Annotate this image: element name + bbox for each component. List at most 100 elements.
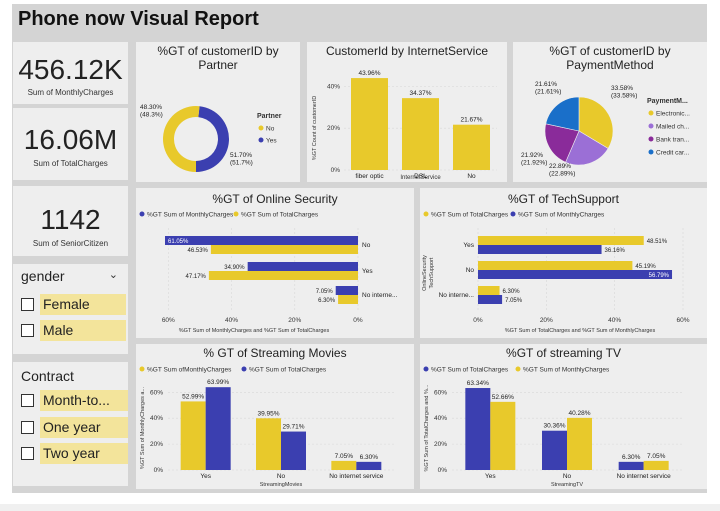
legend-item-0: %GT Sum of TotalCharges — [431, 367, 509, 374]
bar-0-2 — [618, 461, 644, 470]
bar-data-label: 7.05% — [647, 453, 666, 460]
kpi-label: Sum of SeniorCitizen — [32, 239, 109, 248]
y-tick-label: 40% — [327, 83, 340, 90]
slicer-option-male[interactable]: Male — [21, 320, 126, 341]
bar-data-label: 46.53% — [188, 248, 209, 254]
bottom-strip — [0, 504, 720, 511]
legend-item-no: No — [266, 126, 275, 133]
x-axis-title: %GT Sum of MonthlyCharges and %GT Sum of… — [179, 328, 330, 334]
legend-item-1-swatch — [241, 366, 247, 372]
partner-chart-card[interactable]: %GT of customerID by Partner 48.30% (48.3… — [136, 42, 300, 182]
y-tick-label: 60% — [434, 389, 447, 396]
bar-total-2 — [478, 286, 500, 295]
payment-chart-card[interactable]: %GT of customerID by PaymentMethod 33.58… — [513, 42, 707, 182]
slicer-title: gender — [21, 268, 65, 284]
chevron-down-icon[interactable]: ⌄ — [108, 269, 118, 281]
techsupport-chart-card[interactable]: %GT of TechSupport %GT Sum of TotalCharg… — [420, 188, 707, 338]
checkbox[interactable] — [21, 447, 34, 460]
bar-data-label: 45.19% — [635, 264, 656, 270]
techsupport-bar-chart: %GT Sum of TotalCharges %GT Sum of Monthl… — [422, 211, 690, 334]
movies-chart-card[interactable]: % GT of Streaming Movies %GT Sum ofMonth… — [136, 344, 414, 489]
security-chart-card[interactable]: %GT of Online Security %GT Sum of Monthl… — [136, 188, 414, 338]
x-axis-title: InternetService — [400, 175, 441, 181]
kpi-total-charges[interactable]: 16.06M Sum of TotalCharges — [13, 108, 128, 180]
bar-data-label: 34.90% — [224, 265, 245, 271]
bar-data-label: 6.30% — [503, 289, 521, 295]
slicer-option-one-year[interactable]: One year — [21, 417, 128, 438]
x-tick-label: No — [277, 473, 286, 480]
bar-data-label: 21.67% — [460, 117, 482, 124]
bar-monthly-0 — [165, 236, 358, 245]
x-tick-label: DSL — [414, 173, 427, 180]
x-tick-label: Yes — [485, 473, 496, 480]
bar-1-0 — [490, 401, 516, 470]
checkbox[interactable] — [21, 421, 34, 434]
legend-item-0: Electronic... — [656, 111, 690, 118]
bar-0-2 — [331, 460, 357, 470]
slicer-option-female[interactable]: Female — [21, 294, 126, 315]
bar-data-label: 6.30% — [622, 454, 641, 461]
slicer-option-month-to-month[interactable]: Month-to... — [21, 390, 128, 411]
legend-item-monthly-swatch — [139, 211, 145, 217]
chart-title: CustomerId by InternetService — [325, 44, 489, 58]
kpi-senior-citizen[interactable]: 1142 Sum of SeniorCitizen — [13, 186, 128, 256]
slice-label-mailed: 22.89% (22.89%) — [549, 163, 575, 178]
legend-item-0-swatch — [139, 366, 145, 372]
legend-item-no-swatch — [258, 125, 264, 131]
legend-item-1: %GT Sum of TotalCharges — [249, 367, 327, 374]
y-tick-label: 0% — [438, 467, 448, 474]
y-tick-label: 40% — [150, 415, 163, 422]
checkbox[interactable] — [21, 298, 34, 311]
bar-monthly-2 — [478, 295, 503, 304]
bar-data-label: 40.28% — [568, 410, 590, 417]
y-axis-title: %GT Sum of TotalCharges and %... — [424, 384, 430, 471]
bar-1-1 — [281, 431, 306, 470]
tv-chart-card[interactable]: %GT of streaming TV %GT Sum of TotalChar… — [420, 344, 707, 489]
slice-label-yes: 48.30% (48.3%) — [140, 104, 163, 119]
x-tick-label: 20% — [288, 317, 301, 324]
legend-item-1-swatch — [515, 366, 521, 372]
kpi-value: 16.06M — [23, 124, 118, 155]
gender-slicer[interactable]: gender ⌄ Female Male — [13, 264, 128, 354]
bar-2 — [453, 124, 490, 170]
slicer-title: Contract — [21, 368, 74, 384]
legend-item-1: Mailed ch... — [656, 124, 689, 131]
x-tick-label: 60% — [162, 317, 175, 324]
y-axis-title: TechSupport — [429, 257, 435, 288]
x-tick-label: No — [563, 473, 572, 480]
option-label: Female — [40, 294, 126, 315]
x-tick-label: fiber optic — [355, 173, 384, 180]
x-tick-label: 40% — [608, 317, 621, 324]
y-tick-label: No — [362, 242, 371, 249]
checkbox[interactable] — [21, 394, 34, 407]
x-tick-label: No — [467, 173, 476, 180]
option-label: One year — [40, 417, 128, 438]
legend-item-monthly-swatch — [510, 211, 516, 217]
legend-item-0-swatch — [423, 366, 429, 372]
x-tick-label: 60% — [676, 317, 689, 324]
option-label: Male — [40, 320, 126, 341]
bar-data-label: 7.05% — [505, 298, 523, 304]
tv-bar-chart: %GT Sum of TotalCharges %GT Sum of Monthl… — [423, 366, 682, 488]
legend-item-total-swatch — [423, 211, 429, 217]
slice-label-credit: 21.61% (21.61%) — [535, 81, 561, 96]
kpi-monthly-charges[interactable]: 456.12K Sum of MonthlyCharges — [13, 42, 128, 104]
contract-slicer[interactable]: Contract Month-to... One year Two year — [13, 362, 128, 486]
x-axis-title: %GT Sum of TotalCharges and %GT Sum of M… — [505, 328, 656, 334]
y-axis-title: %GT Sum of MonthlyCharges a... — [140, 386, 146, 469]
chart-title: %GT of Online Security — [212, 192, 338, 206]
bar-0 — [351, 78, 388, 170]
chart-title: % GT of Streaming Movies — [203, 346, 347, 360]
y-tick-label: 40% — [434, 415, 447, 422]
y-tick-label: 20% — [327, 125, 340, 132]
pie-slice-2 — [544, 123, 580, 163]
x-tick-label: 0% — [473, 317, 483, 324]
internet-chart-card[interactable]: CustomerId by InternetService 0% 20% 40% 43… — [307, 42, 507, 182]
checkbox[interactable] — [21, 324, 34, 337]
y-tick-label: Yes — [463, 242, 474, 249]
y-axis-title-2: OnlineSecurity — [422, 255, 428, 291]
legend-item-total: %GT Sum of TotalCharges — [431, 212, 509, 219]
internet-bar-chart: 0% 20% 40% 43.96% fiber optic 34.37% DSL 21.67%… — [312, 70, 497, 181]
slicer-option-two-year[interactable]: Two year — [21, 443, 128, 464]
legend-item-total: %GT Sum of TotalCharges — [241, 212, 319, 219]
